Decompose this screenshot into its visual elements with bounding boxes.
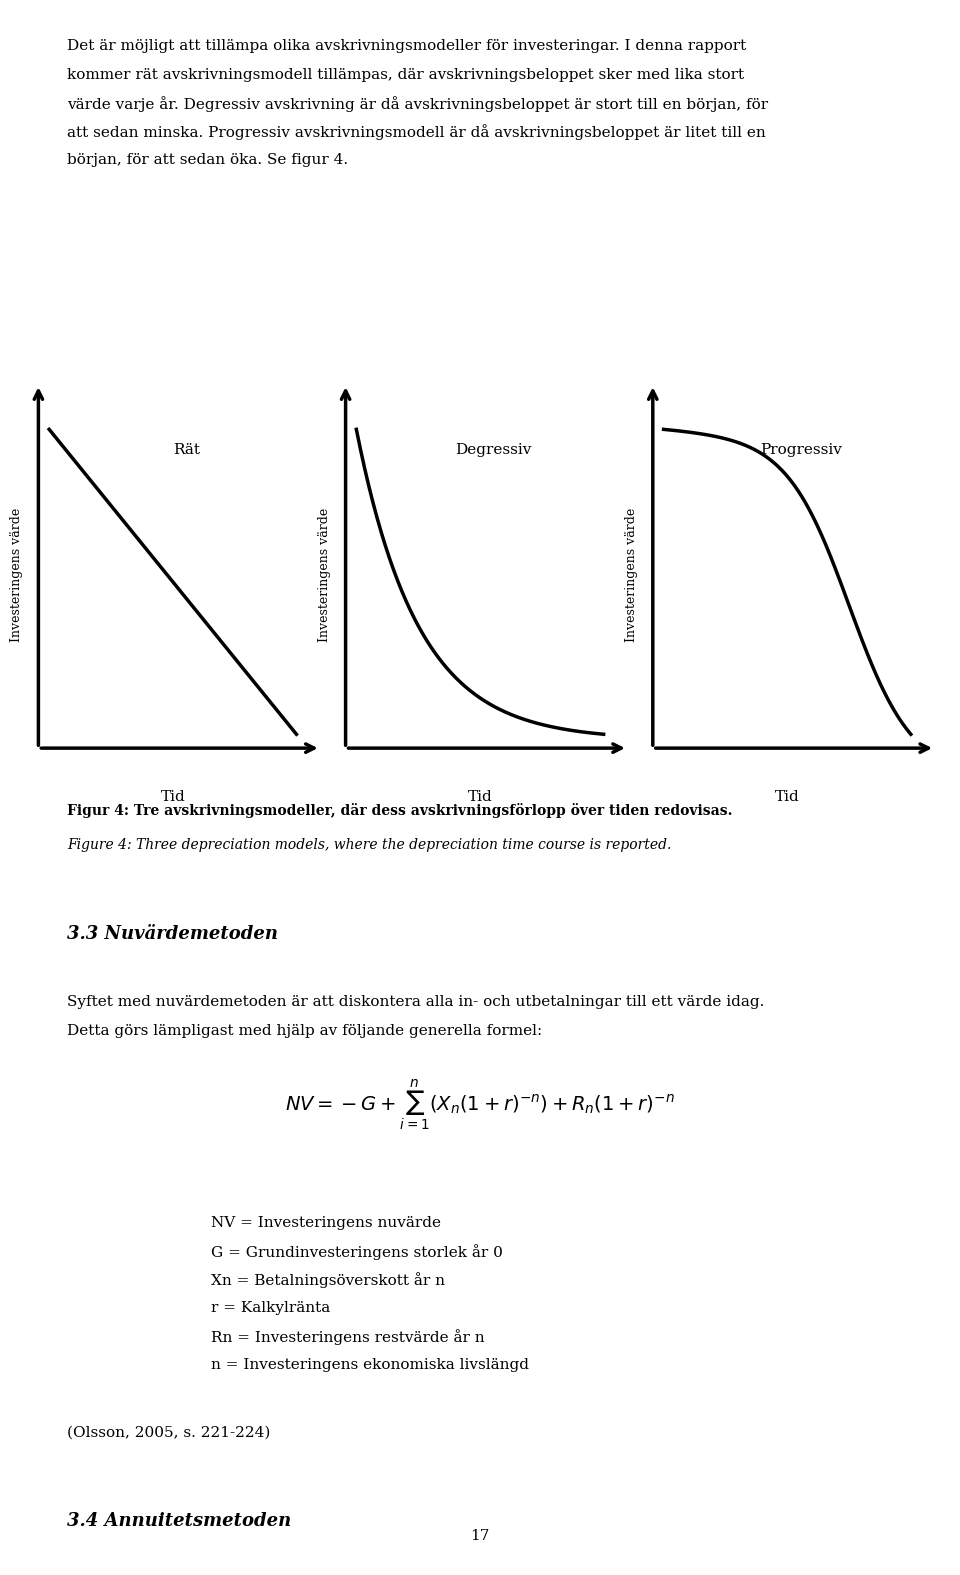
Text: Progressiv: Progressiv: [759, 443, 842, 457]
Text: Degressiv: Degressiv: [455, 443, 532, 457]
Text: Figure 4: Three depreciation models, where the depreciation time course is repor: Figure 4: Three depreciation models, whe…: [67, 838, 672, 852]
Text: Investeringens värde: Investeringens värde: [11, 507, 23, 643]
Text: Det är möjligt att tillämpa olika avskrivningsmodeller för investeringar. I denn: Det är möjligt att tillämpa olika avskri…: [67, 39, 747, 54]
Text: n = Investeringens ekonomiska livslängd: n = Investeringens ekonomiska livslängd: [211, 1358, 529, 1372]
Text: Tid: Tid: [468, 789, 492, 803]
Text: Figur 4: Tre avskrivningsmodeller, där dess avskrivningsförlopp över tiden redov: Figur 4: Tre avskrivningsmodeller, där d…: [67, 803, 732, 819]
Text: Detta görs lämpligast med hjälp av följande generella formel:: Detta görs lämpligast med hjälp av följa…: [67, 1024, 542, 1038]
Text: värde varje år. Degressiv avskrivning är då avskrivningsbeloppet är stort till e: värde varje år. Degressiv avskrivning är…: [67, 96, 768, 112]
Text: Tid: Tid: [775, 789, 800, 803]
Text: Rät: Rät: [173, 443, 200, 457]
Text: (Olsson, 2005, s. 221-224): (Olsson, 2005, s. 221-224): [67, 1425, 271, 1440]
Text: 17: 17: [470, 1529, 490, 1544]
Text: kommer rät avskrivningsmodell tillämpas, där avskrivningsbeloppet sker med lika : kommer rät avskrivningsmodell tillämpas,…: [67, 68, 744, 82]
Text: 3.3 Nuvärdemetoden: 3.3 Nuvärdemetoden: [67, 925, 278, 942]
Text: Investeringens värde: Investeringens värde: [625, 507, 637, 643]
Text: att sedan minska. Progressiv avskrivningsmodell är då avskrivningsbeloppet är li: att sedan minska. Progressiv avskrivning…: [67, 124, 766, 140]
Text: r = Kalkylränta: r = Kalkylränta: [211, 1301, 330, 1315]
Text: Xn = Betalningsöverskott år n: Xn = Betalningsöverskott år n: [211, 1273, 445, 1288]
Text: början, för att sedan öka. Se figur 4.: början, för att sedan öka. Se figur 4.: [67, 153, 348, 167]
Text: Investeringens värde: Investeringens värde: [318, 507, 330, 643]
Text: $NV = -G + \sum_{i=1}^{n}(X_n(1 + r)^{-n}) + R_n(1 + r)^{-n}$: $NV = -G + \sum_{i=1}^{n}(X_n(1 + r)^{-n…: [285, 1079, 675, 1132]
Text: G = Grundinvesteringens storlek år 0: G = Grundinvesteringens storlek år 0: [211, 1244, 503, 1260]
Text: Syftet med nuvärdemetoden är att diskontera alla in- och utbetalningar till ett : Syftet med nuvärdemetoden är att diskont…: [67, 995, 764, 1010]
Text: 3.4 Annuitetsmetoden: 3.4 Annuitetsmetoden: [67, 1512, 292, 1529]
Text: Rn = Investeringens restvärde år n: Rn = Investeringens restvärde år n: [211, 1329, 485, 1345]
Text: NV = Investeringens nuvärde: NV = Investeringens nuvärde: [211, 1216, 442, 1230]
Text: Tid: Tid: [160, 789, 185, 803]
